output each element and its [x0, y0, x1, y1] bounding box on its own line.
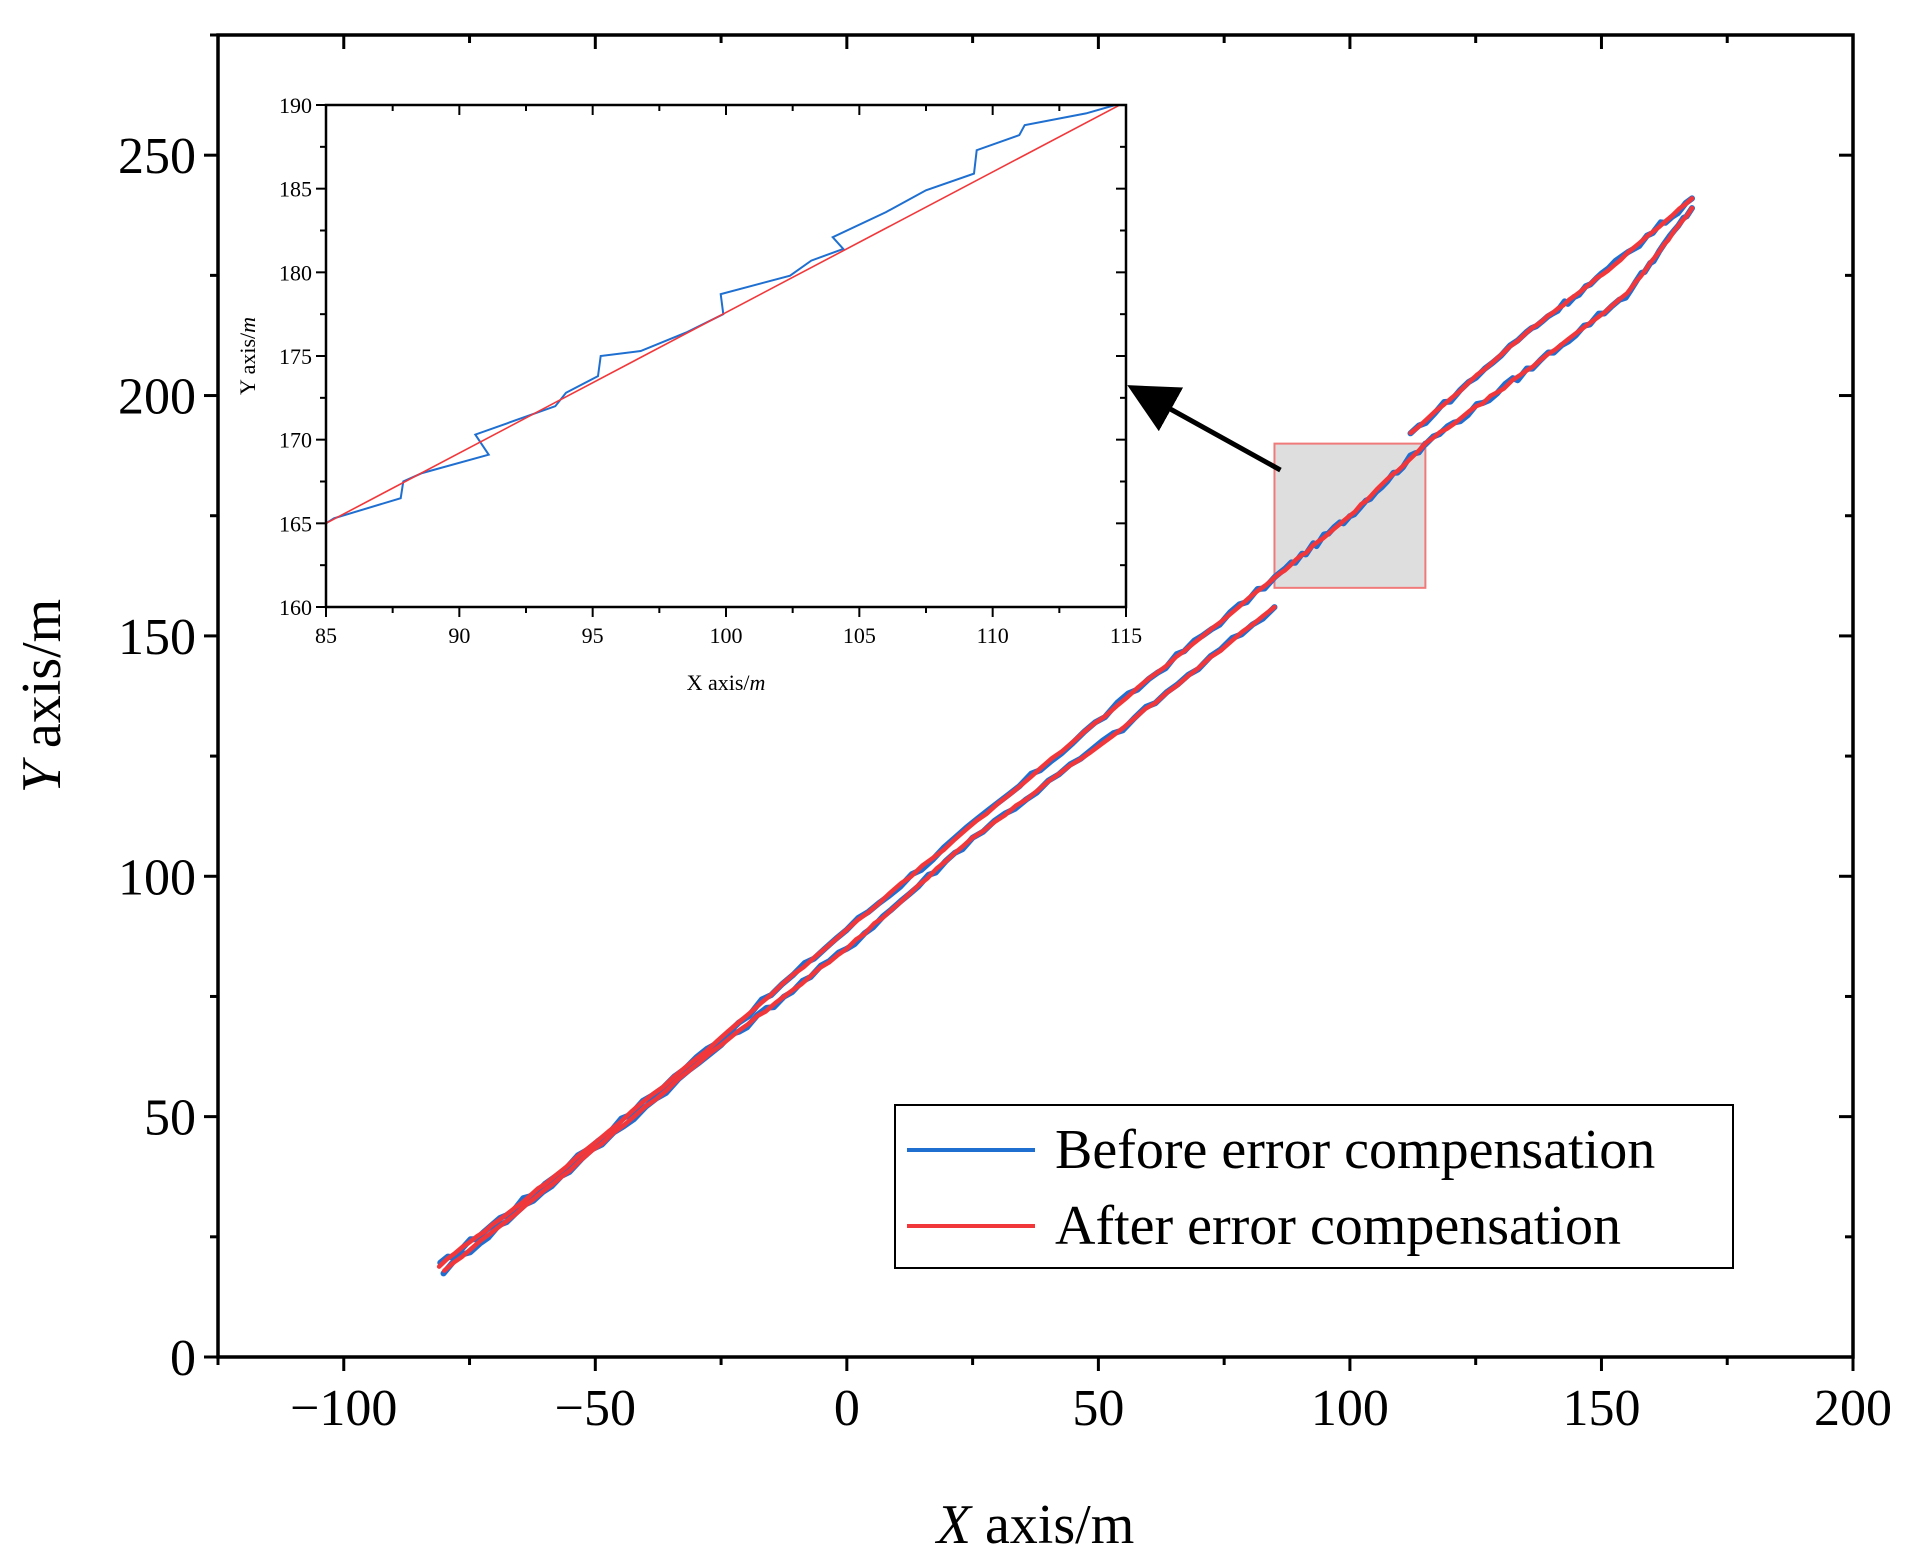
- series-line-before: [1422, 205, 1695, 448]
- x-tick-label: 50: [1072, 1380, 1124, 1437]
- y-tick-label: 50: [144, 1090, 196, 1147]
- inset-y-tick-label: 185: [279, 177, 312, 202]
- series-line-after: [1408, 196, 1695, 436]
- inset-x-tick-label: 110: [977, 623, 1009, 648]
- legend-label: After error compensation: [1055, 1195, 1621, 1257]
- x-axis-title: X axis/m: [935, 1494, 1135, 1556]
- x-axis-title-italic: X: [935, 1494, 974, 1556]
- series-line-after: [436, 441, 1428, 1269]
- series-line-after: [442, 604, 1277, 1273]
- legend-label: Before error compensation: [1055, 1119, 1655, 1181]
- x-tick-label: 200: [1814, 1380, 1892, 1437]
- inset-x-tick-label: 115: [1110, 623, 1142, 648]
- y-axis-title: Y axis/m: [11, 599, 73, 793]
- x-tick-label: 0: [834, 1380, 860, 1437]
- y-tick-label: 200: [118, 369, 196, 426]
- inset-x-tick-label: 100: [710, 623, 743, 648]
- x-tick-label: −100: [290, 1380, 397, 1437]
- inset-x-axis-title: X axis/m: [687, 670, 766, 695]
- y-axis-title-italic: Y: [11, 756, 73, 793]
- inset-y-axis-title: Y axis/m: [235, 317, 260, 395]
- inset-x-tick-label: 95: [582, 623, 604, 648]
- inset-y-tick-label: 160: [279, 595, 312, 620]
- y-tick-label: 0: [170, 1330, 196, 1387]
- inset-x-tick-label: 85: [315, 623, 337, 648]
- inset-x-axis-title-italic: m: [750, 670, 766, 695]
- y-tick-label: 150: [118, 609, 196, 666]
- x-axis-title-rest: axis/m: [971, 1494, 1134, 1556]
- inset-background: [326, 105, 1126, 607]
- y-tick-label: 250: [118, 128, 196, 185]
- inset-y-axis-title-italic: m: [235, 317, 260, 333]
- x-tick-label: −50: [555, 1380, 636, 1437]
- inset-y-axis-title-rest: Y axis/: [235, 332, 260, 395]
- zoom-arrow: [1127, 385, 1282, 473]
- inset-y-tick-label: 175: [279, 344, 312, 369]
- inset-y-tick-label: 165: [279, 511, 312, 536]
- main-plot-frame: [216, 33, 1855, 1359]
- inset-x-tick-label: 90: [448, 623, 470, 648]
- x-tick-label: 100: [1311, 1380, 1389, 1437]
- y-tick-label: 100: [118, 849, 196, 906]
- inset-series-line-after: [326, 105, 1122, 525]
- legend-box: [894, 1104, 1734, 1269]
- inset-y-tick-label: 170: [279, 428, 312, 453]
- inset-x-axis-title-rest: X axis/: [687, 670, 751, 695]
- y-axis-title-rest: axis/m: [11, 599, 73, 762]
- series-line-after: [1423, 205, 1695, 446]
- inset-y-tick-label: 180: [279, 260, 312, 285]
- inset-x-tick-label: 105: [843, 623, 876, 648]
- inset-y-tick-label: 190: [279, 93, 312, 118]
- inset-plot-frame: [324, 103, 1128, 609]
- x-tick-label: 150: [1562, 1380, 1640, 1437]
